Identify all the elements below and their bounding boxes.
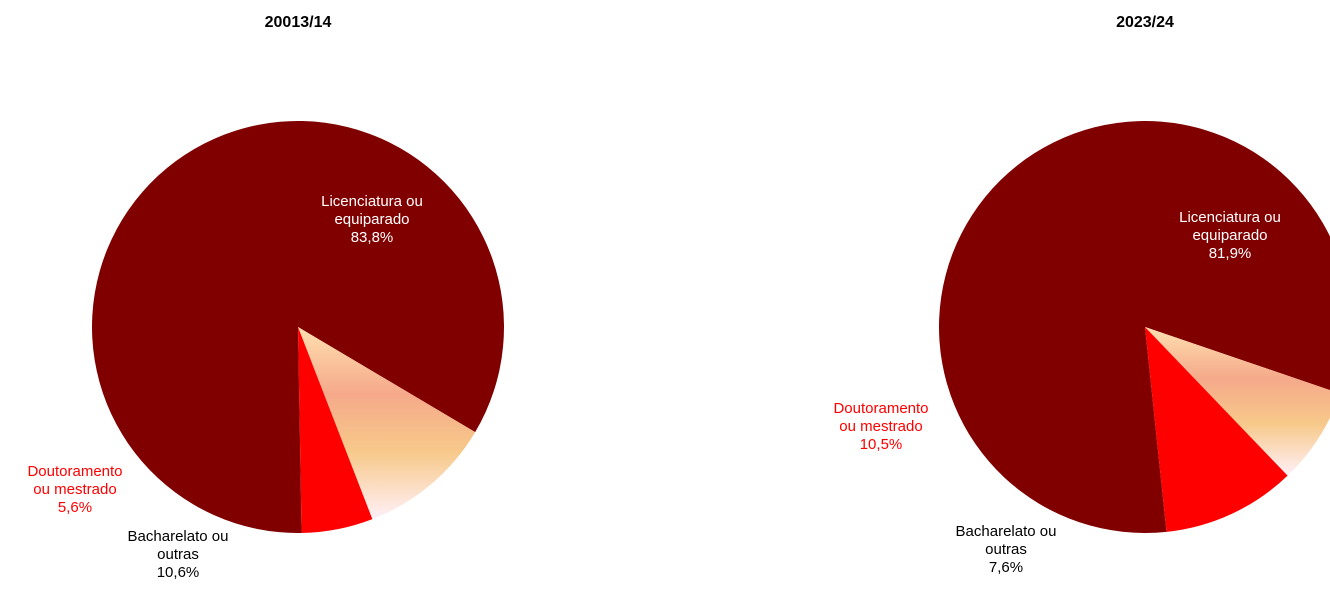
slice-label: Bacharelato ou outras 10,6% <box>128 528 229 581</box>
slice-label-line: Licenciatura ou <box>1179 209 1281 226</box>
pie-chart-2023-24: 2023/24 Licenciatura ou equiparado 81,9% Ba… <box>833 14 1330 576</box>
slice-label-line: 83,8% <box>351 229 394 246</box>
slice-label: Licenciatura ou equiparado 83,8% <box>321 193 423 246</box>
slice-label-line: 7,6% <box>989 559 1023 576</box>
slice-label-line: 5,6% <box>58 499 92 516</box>
slice-label-line: Doutoramento <box>27 463 122 480</box>
pie-slice <box>298 327 373 533</box>
slice-label: Bacharelato ou outras 7,6% <box>956 523 1057 576</box>
slice-label-line: Bacharelato ou <box>128 528 229 545</box>
slice-label-line: Licenciatura ou <box>321 193 423 210</box>
slice-label-line: ou mestrado <box>33 481 116 498</box>
slice-label-line: Bacharelato ou <box>956 523 1057 540</box>
pie-chart-2013-14: 20013/14 Licenciatura ou equiparado 83,8% B… <box>27 14 504 581</box>
slice-label: Licenciatura ou equiparado 81,9% <box>1179 209 1281 262</box>
chart-title: 20013/14 <box>265 14 332 31</box>
slice-label: Doutoramento ou mestrado 10,5% <box>833 400 928 453</box>
slice-label-line: Doutoramento <box>833 400 928 417</box>
slice-label-line: 10,6% <box>157 564 200 581</box>
pie-slice <box>1145 327 1330 476</box>
chart-title: 2023/24 <box>1116 14 1174 31</box>
pie-slice <box>1145 327 1288 532</box>
slice-label-line: 10,5% <box>860 436 903 453</box>
slice-label-line: equiparado <box>334 211 409 228</box>
pie-slice <box>91 121 504 534</box>
slice-label: Doutoramento ou mestrado 5,6% <box>27 463 122 516</box>
pie-slice <box>938 121 1330 533</box>
slice-label-line: 81,9% <box>1209 245 1252 262</box>
pie-slice <box>298 327 476 520</box>
slice-label-line: ou mestrado <box>839 418 922 435</box>
slice-label-line: outras <box>985 541 1027 558</box>
slice-label-line: equiparado <box>1192 227 1267 244</box>
slice-label-line: outras <box>157 546 199 563</box>
